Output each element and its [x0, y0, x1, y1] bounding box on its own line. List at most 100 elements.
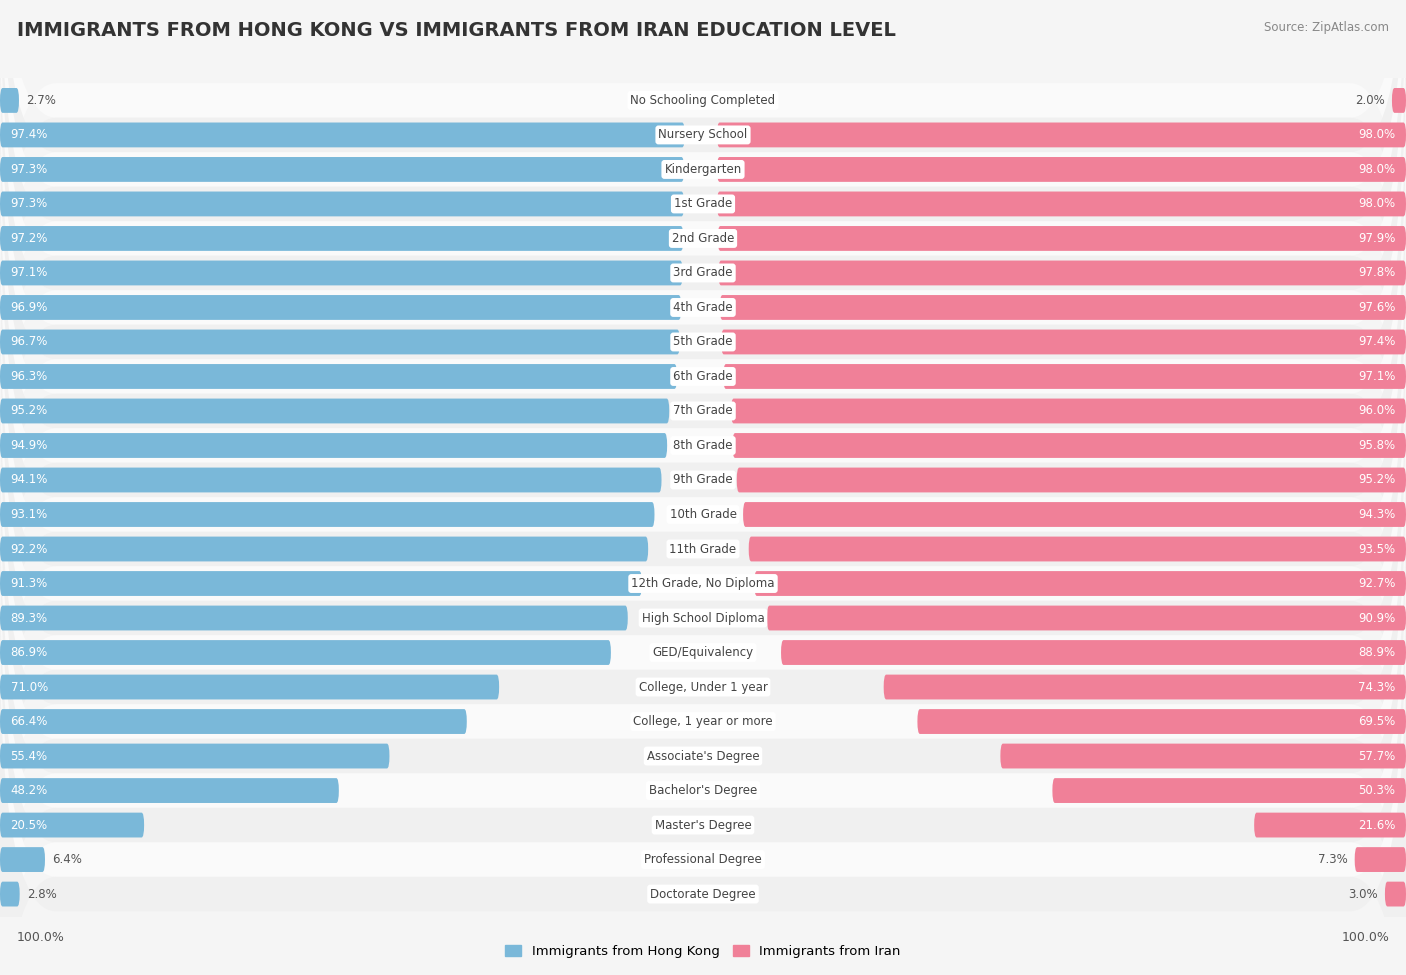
Text: 88.9%: 88.9% [1358, 646, 1395, 659]
FancyBboxPatch shape [717, 157, 1406, 182]
Text: IMMIGRANTS FROM HONG KONG VS IMMIGRANTS FROM IRAN EDUCATION LEVEL: IMMIGRANTS FROM HONG KONG VS IMMIGRANTS … [17, 21, 896, 40]
FancyBboxPatch shape [0, 15, 1406, 531]
Text: 97.2%: 97.2% [10, 232, 48, 245]
Text: 4th Grade: 4th Grade [673, 301, 733, 314]
Text: Source: ZipAtlas.com: Source: ZipAtlas.com [1264, 21, 1389, 34]
FancyBboxPatch shape [733, 433, 1406, 458]
FancyBboxPatch shape [1001, 744, 1406, 768]
FancyBboxPatch shape [717, 226, 1406, 251]
FancyBboxPatch shape [782, 641, 1406, 665]
Text: 3.0%: 3.0% [1348, 887, 1378, 901]
Text: 57.7%: 57.7% [1358, 750, 1395, 762]
Text: 69.5%: 69.5% [1358, 715, 1395, 728]
Text: Associate's Degree: Associate's Degree [647, 750, 759, 762]
Text: 95.2%: 95.2% [10, 405, 48, 417]
Text: 97.4%: 97.4% [1358, 335, 1395, 348]
Text: 12th Grade, No Diploma: 12th Grade, No Diploma [631, 577, 775, 590]
Text: 2.7%: 2.7% [25, 94, 56, 107]
FancyBboxPatch shape [0, 502, 654, 526]
FancyBboxPatch shape [1355, 847, 1406, 872]
FancyBboxPatch shape [0, 675, 499, 699]
Text: 94.1%: 94.1% [10, 474, 48, 487]
FancyBboxPatch shape [0, 0, 1406, 428]
Text: GED/Equivalency: GED/Equivalency [652, 646, 754, 659]
FancyBboxPatch shape [749, 536, 1406, 562]
Text: 5th Grade: 5th Grade [673, 335, 733, 348]
FancyBboxPatch shape [0, 152, 1406, 670]
Text: 100.0%: 100.0% [1341, 931, 1389, 945]
FancyBboxPatch shape [0, 118, 1406, 636]
FancyBboxPatch shape [0, 636, 1406, 975]
Text: No Schooling Completed: No Schooling Completed [630, 94, 776, 107]
FancyBboxPatch shape [0, 468, 661, 492]
Text: 92.7%: 92.7% [1358, 577, 1395, 590]
Text: 2.8%: 2.8% [27, 887, 56, 901]
Text: Kindergarten: Kindergarten [665, 163, 741, 176]
Text: 55.4%: 55.4% [10, 750, 48, 762]
Text: High School Diploma: High School Diploma [641, 611, 765, 625]
Text: 10th Grade: 10th Grade [669, 508, 737, 521]
FancyBboxPatch shape [0, 291, 1406, 808]
Text: 66.4%: 66.4% [10, 715, 48, 728]
Text: 96.3%: 96.3% [10, 370, 48, 383]
FancyBboxPatch shape [0, 88, 18, 113]
Text: Bachelor's Degree: Bachelor's Degree [650, 784, 756, 797]
Text: 6.4%: 6.4% [52, 853, 82, 866]
Text: 89.3%: 89.3% [10, 611, 48, 625]
FancyBboxPatch shape [1052, 778, 1406, 803]
FancyBboxPatch shape [0, 325, 1406, 842]
Text: 9th Grade: 9th Grade [673, 474, 733, 487]
Text: 74.3%: 74.3% [1358, 681, 1395, 693]
Text: Doctorate Degree: Doctorate Degree [650, 887, 756, 901]
FancyBboxPatch shape [0, 0, 1406, 497]
FancyBboxPatch shape [0, 531, 1406, 975]
FancyBboxPatch shape [0, 433, 668, 458]
Text: 94.9%: 94.9% [10, 439, 48, 452]
FancyBboxPatch shape [0, 778, 339, 803]
Text: 97.6%: 97.6% [1358, 301, 1395, 314]
FancyBboxPatch shape [0, 295, 682, 320]
Text: 50.3%: 50.3% [1358, 784, 1395, 797]
FancyBboxPatch shape [0, 463, 1406, 975]
FancyBboxPatch shape [724, 364, 1406, 389]
FancyBboxPatch shape [0, 566, 1406, 975]
Text: 8th Grade: 8th Grade [673, 439, 733, 452]
FancyBboxPatch shape [0, 49, 1406, 566]
FancyBboxPatch shape [0, 359, 1406, 877]
FancyBboxPatch shape [0, 364, 678, 389]
FancyBboxPatch shape [0, 881, 20, 907]
Text: 94.3%: 94.3% [1358, 508, 1395, 521]
Text: 98.0%: 98.0% [1358, 163, 1395, 176]
Text: 71.0%: 71.0% [10, 681, 48, 693]
Text: Master's Degree: Master's Degree [655, 819, 751, 832]
Text: 93.1%: 93.1% [10, 508, 48, 521]
Text: 7.3%: 7.3% [1317, 853, 1348, 866]
FancyBboxPatch shape [1392, 88, 1406, 113]
FancyBboxPatch shape [768, 605, 1406, 631]
FancyBboxPatch shape [0, 601, 1406, 975]
FancyBboxPatch shape [0, 83, 1406, 601]
Text: 95.2%: 95.2% [1358, 474, 1395, 487]
FancyBboxPatch shape [720, 295, 1406, 320]
FancyBboxPatch shape [731, 399, 1406, 423]
Text: 97.8%: 97.8% [1358, 266, 1395, 280]
FancyBboxPatch shape [0, 191, 685, 216]
FancyBboxPatch shape [0, 157, 685, 182]
FancyBboxPatch shape [0, 605, 627, 631]
FancyBboxPatch shape [0, 394, 1406, 912]
Text: 93.5%: 93.5% [1358, 542, 1395, 556]
Text: 96.9%: 96.9% [10, 301, 48, 314]
Text: Professional Degree: Professional Degree [644, 853, 762, 866]
Text: 7th Grade: 7th Grade [673, 405, 733, 417]
Text: 92.2%: 92.2% [10, 542, 48, 556]
Text: College, 1 year or more: College, 1 year or more [633, 715, 773, 728]
Text: 3rd Grade: 3rd Grade [673, 266, 733, 280]
Text: 97.3%: 97.3% [10, 163, 48, 176]
FancyBboxPatch shape [721, 330, 1406, 354]
Text: 98.0%: 98.0% [1358, 198, 1395, 211]
FancyBboxPatch shape [0, 744, 389, 768]
Text: 90.9%: 90.9% [1358, 611, 1395, 625]
FancyBboxPatch shape [1254, 812, 1406, 838]
FancyBboxPatch shape [0, 536, 648, 562]
Text: 1st Grade: 1st Grade [673, 198, 733, 211]
